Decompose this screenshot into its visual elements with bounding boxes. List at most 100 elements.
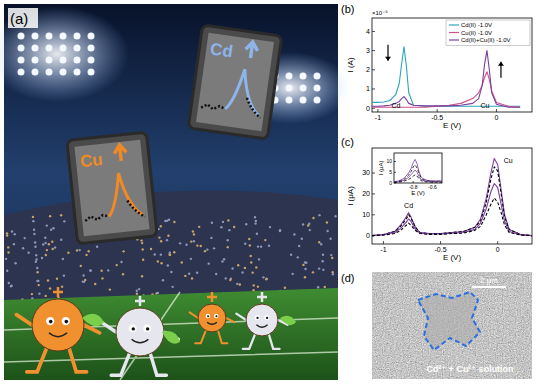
crowd — [88, 250, 90, 252]
crowd — [140, 239, 142, 241]
light — [60, 57, 67, 64]
legend-entry: Cd(II) -1.0V — [461, 22, 492, 28]
crowd — [120, 261, 122, 263]
y-axis-label: I (A) — [346, 57, 355, 72]
x-axis-label: E (V) — [443, 253, 462, 262]
crowd — [80, 265, 82, 267]
plus — [207, 292, 217, 302]
body — [198, 304, 226, 332]
y-tick-label: 2 — [366, 66, 370, 73]
y-tick — [372, 214, 375, 215]
crowd — [304, 268, 306, 270]
crowd — [14, 233, 16, 235]
series-line — [394, 170, 442, 182]
crowd — [305, 262, 307, 264]
crowd — [35, 258, 37, 260]
crowd — [34, 246, 36, 248]
crowd — [160, 225, 162, 227]
light — [74, 57, 81, 64]
character — [16, 287, 99, 372]
card-peak — [225, 67, 265, 115]
series-line — [394, 165, 442, 182]
crowd — [60, 214, 62, 216]
x-tick-label: -1 — [375, 114, 381, 121]
light — [32, 69, 39, 76]
sem-image: (d)2 μmCd²⁺ + Cu²⁺ solution — [341, 272, 532, 379]
panel-label: (b) — [341, 3, 354, 15]
crowd — [47, 279, 49, 281]
crowd — [138, 288, 140, 290]
card-frame — [188, 25, 282, 139]
light — [32, 33, 39, 40]
y-tick — [394, 161, 396, 162]
light — [314, 73, 321, 80]
crowd — [244, 243, 246, 245]
crowd — [318, 214, 320, 216]
crowd — [297, 256, 299, 258]
crowd — [223, 258, 225, 260]
crowd — [304, 276, 306, 278]
crowd — [190, 240, 192, 242]
pupil — [132, 327, 135, 330]
pupil — [266, 317, 268, 319]
crowd — [22, 247, 24, 249]
pupil — [256, 317, 258, 319]
crowd — [256, 233, 258, 235]
card-dots — [244, 98, 262, 118]
crowd — [100, 270, 102, 272]
legend-box — [446, 20, 530, 46]
x-tick — [383, 241, 384, 244]
panel-label: (d) — [341, 272, 354, 284]
light — [88, 45, 95, 52]
crowd — [44, 295, 46, 297]
field — [4, 288, 338, 380]
light — [74, 45, 81, 52]
crowd — [141, 275, 143, 277]
crowd — [136, 289, 138, 291]
panel-label: (a) — [10, 10, 28, 27]
crowd — [250, 255, 252, 257]
eye — [214, 314, 218, 318]
crowd — [302, 264, 304, 266]
crowd — [266, 278, 268, 280]
crowd — [171, 286, 173, 288]
light — [286, 85, 293, 92]
x-tick-label: -0.5 — [431, 114, 443, 121]
crowd — [167, 234, 169, 236]
eye — [46, 317, 54, 325]
crowd — [193, 240, 195, 242]
crowd — [245, 223, 247, 225]
light — [314, 97, 321, 104]
crowd — [279, 230, 281, 232]
crowd — [312, 271, 314, 273]
x-tick-label: 0 — [496, 246, 500, 253]
crowd — [37, 284, 39, 286]
illustration: CuCd(a) — [0, 4, 350, 380]
light — [74, 69, 81, 76]
crowd — [60, 239, 62, 241]
crowd — [321, 260, 323, 262]
eye — [62, 317, 70, 325]
crowd — [184, 275, 186, 277]
y-tick — [372, 173, 375, 174]
crowd — [334, 215, 336, 217]
crowd — [122, 273, 124, 275]
crowd — [51, 248, 53, 250]
crowd — [6, 232, 8, 234]
arrow-head — [385, 57, 391, 61]
crowd — [46, 249, 48, 251]
crowd — [227, 239, 229, 241]
y-tick — [372, 69, 375, 70]
horn — [82, 314, 104, 326]
legend-swatch — [449, 24, 459, 25]
crowd — [185, 244, 187, 246]
mouth — [49, 333, 67, 337]
y-tick — [372, 50, 375, 51]
y-axis-label: I (μA) — [378, 161, 384, 176]
pupil — [207, 315, 209, 317]
crowd — [331, 257, 333, 259]
crowd — [320, 243, 322, 245]
crowd — [50, 229, 52, 231]
mouth — [207, 322, 217, 324]
crowd — [307, 224, 309, 226]
